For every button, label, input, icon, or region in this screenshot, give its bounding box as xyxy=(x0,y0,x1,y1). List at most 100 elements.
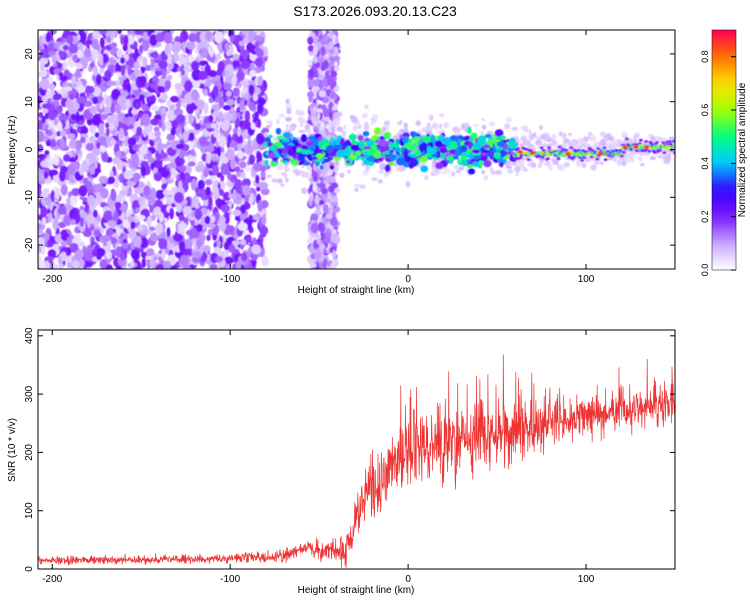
spectrogram-cell xyxy=(285,103,292,110)
spectrogram-cell xyxy=(403,122,409,129)
spectrogram-cell xyxy=(405,181,411,188)
spectrogram-cell xyxy=(135,102,140,110)
spectrogram-cell xyxy=(479,131,484,136)
spectrogram-cell xyxy=(404,144,412,149)
spectrogram-cell xyxy=(79,114,84,121)
spectrogram-cell xyxy=(281,138,290,143)
spectrogram-cell xyxy=(225,225,235,233)
spectrogram-cell xyxy=(318,243,326,251)
spectrogram-cell xyxy=(210,123,218,129)
spectrogram-cell xyxy=(332,30,338,34)
spectrogram-cell xyxy=(237,143,243,152)
spectrogram-cell xyxy=(321,30,327,35)
spectrogram-cell xyxy=(58,114,68,121)
spectrogram-cell xyxy=(92,96,98,105)
spectrogram-cell xyxy=(362,131,370,137)
spectrogram-cell xyxy=(602,149,607,153)
spectrogram-cell xyxy=(40,78,50,90)
spectrogram-cell xyxy=(621,150,626,154)
spectrogram-cell xyxy=(135,207,140,213)
spectrogram-cell xyxy=(224,42,230,51)
spectrogram-cell xyxy=(443,122,450,127)
spectrogram-cell xyxy=(404,155,411,163)
spectrogram-cell xyxy=(496,141,506,148)
spectrogram-cell xyxy=(508,140,518,150)
spectrogram-cell xyxy=(245,234,252,243)
spectrogram-cell xyxy=(511,126,518,132)
spectrogram-cell xyxy=(147,95,156,102)
spectrogram-cell xyxy=(235,133,243,144)
spectrogram-cell xyxy=(134,30,143,35)
spectrogram-cell xyxy=(153,167,158,174)
spectrogram-cell xyxy=(395,165,401,172)
spectrogram-cell xyxy=(210,215,216,223)
spectrogram-cell xyxy=(329,165,335,170)
spectrogram-cell xyxy=(95,183,104,193)
spectrogram-cell xyxy=(314,62,321,68)
spectrogram-cell xyxy=(603,158,608,162)
spectrogram-cell xyxy=(132,172,141,181)
spectrogram-cell xyxy=(188,54,195,63)
spectrogram-cell xyxy=(323,158,331,163)
spectrogram-cell xyxy=(63,154,71,162)
spectrogram-cell xyxy=(403,150,409,158)
spectrogram-cell xyxy=(122,242,129,249)
spectrogram-cell xyxy=(45,139,52,147)
spectrogram-cell xyxy=(78,258,85,268)
spectrogram-cell xyxy=(619,154,624,158)
spectrogram-cell xyxy=(551,134,557,139)
spectrogram-cell xyxy=(153,206,162,216)
spectrogram-cell xyxy=(279,183,285,187)
spectrogram-cell xyxy=(174,157,182,164)
spectrogram-cell xyxy=(267,152,276,159)
spectrogram-cell xyxy=(650,136,656,142)
spectrogram-cell xyxy=(90,36,99,49)
snr-x-tick-label: 0 xyxy=(405,574,411,585)
spectrogram-cell xyxy=(42,108,49,114)
spectrogram-cell xyxy=(662,151,667,155)
spectrogram-cell xyxy=(300,123,304,128)
spectrogram-cell xyxy=(302,161,311,166)
spectrogram-cell xyxy=(79,217,84,227)
spectrogram-cell xyxy=(379,164,385,171)
spectrogram-cell xyxy=(161,248,166,261)
spectrogram-cell xyxy=(421,127,429,133)
spectrogram-cell xyxy=(40,206,48,218)
spectrogram-cell xyxy=(649,142,654,146)
spectrogram-cell xyxy=(507,168,514,174)
spectrogram-cell xyxy=(138,247,144,254)
spectrogram-cell xyxy=(499,149,506,158)
spectrogram-cell xyxy=(249,69,256,78)
spectrogram-cell xyxy=(540,133,546,140)
spectrogram-cell xyxy=(44,172,49,179)
spectrogram-cell xyxy=(244,166,251,172)
spectrogram-cell xyxy=(50,89,55,96)
spectrogram-cell xyxy=(627,143,632,147)
spectrogram-cell xyxy=(105,264,113,269)
spectrogram-cell xyxy=(264,159,269,166)
spectrogram-cell xyxy=(241,30,250,35)
spectrogram-cell xyxy=(343,124,347,131)
spectrogram-cell xyxy=(359,184,366,190)
spectrogram-cell xyxy=(74,248,84,261)
spectrogram-cell xyxy=(420,165,429,173)
spectrogram-cell xyxy=(313,78,321,87)
spectrogram-cell xyxy=(388,138,394,143)
spectrogram-cell xyxy=(76,96,87,104)
spectrogram-cell xyxy=(495,169,502,176)
spectrogram-cell xyxy=(157,142,162,154)
spectrogram-cell xyxy=(60,184,68,196)
spectrogram-cell xyxy=(188,132,195,142)
spectrogram-cell xyxy=(209,46,214,58)
spectrogram-cell xyxy=(138,94,145,101)
spectrogram-cell xyxy=(200,207,208,215)
spectrogram-cell xyxy=(328,61,333,69)
spectrogram-cell xyxy=(131,158,139,169)
spectrogram-cell xyxy=(254,41,260,48)
spectrogram-cell xyxy=(256,118,262,129)
spectrogram-cell xyxy=(330,71,338,78)
spectrogram-cell xyxy=(311,171,319,179)
spectrogram-cell xyxy=(138,75,147,86)
spectrogram-cell xyxy=(419,155,428,163)
spectrogram-cell xyxy=(431,163,436,169)
